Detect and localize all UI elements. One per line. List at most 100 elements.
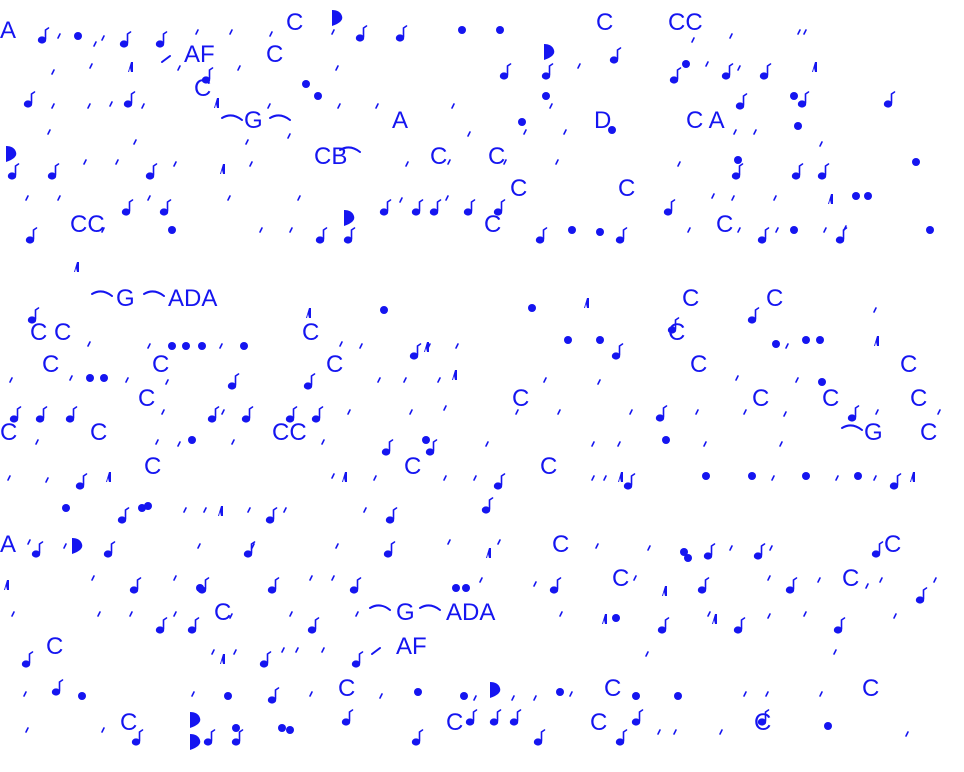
hook-glyph: [220, 654, 225, 664]
label-c: C: [716, 211, 733, 238]
note-stem: [622, 729, 628, 742]
note-stem: [194, 617, 200, 630]
note-stem: [250, 541, 256, 554]
note-stem: [824, 163, 830, 176]
note-glyph: [31, 541, 44, 558]
arrow-connectors: [91, 55, 863, 655]
tick-mark: [373, 475, 377, 481]
tick-mark: [227, 195, 231, 201]
note-stem: [896, 473, 902, 486]
note-stem: [34, 307, 40, 320]
note-glyph: [311, 406, 324, 423]
note-glyph: [303, 373, 316, 390]
tick-mark: [177, 441, 181, 447]
dot-glyph: [462, 584, 470, 592]
label-c: C: [604, 675, 621, 702]
tick-mark: [767, 575, 771, 581]
tick-mark: [803, 29, 807, 35]
tick-mark: [309, 691, 313, 697]
tick-mark: [555, 159, 559, 165]
note-stem: [470, 199, 476, 212]
tick-mark: [173, 161, 177, 167]
note-head: [535, 236, 545, 244]
dot-glyph: [632, 692, 640, 700]
label-c: C: [862, 675, 879, 702]
note-glyph: [241, 406, 254, 423]
tick-mark: [773, 195, 777, 201]
note-head: [533, 738, 543, 746]
tick-mark: [359, 343, 363, 349]
note-head: [303, 382, 313, 390]
note-stem: [804, 91, 810, 104]
tick-mark: [377, 377, 381, 383]
tick-mark: [591, 475, 595, 481]
note-glyph: [121, 199, 134, 216]
tick-mark: [447, 539, 451, 545]
note-glyph: [315, 227, 328, 244]
note-stem: [210, 729, 216, 742]
note-stem: [72, 406, 78, 419]
dot-glyph: [314, 92, 322, 100]
note-head: [259, 660, 269, 668]
note-stem: [500, 473, 506, 486]
note-stem: [418, 199, 424, 212]
note-stem: [710, 543, 716, 556]
note-glyph: [129, 577, 142, 594]
dot-glyph: [168, 226, 176, 234]
note-head: [267, 696, 277, 704]
label-c: C: [910, 385, 927, 412]
note-glyph: [9, 406, 22, 423]
note-glyph: [381, 439, 394, 456]
note-head: [509, 718, 519, 726]
tick-mark: [57, 33, 61, 39]
tick-mark: [819, 691, 823, 697]
tick-mark: [115, 159, 119, 165]
note-head: [121, 208, 131, 216]
note-glyph: [51, 679, 64, 696]
note-stem: [30, 91, 36, 104]
tick-mark: [479, 577, 483, 583]
label-c: C: [884, 531, 901, 558]
tick-mark: [101, 727, 105, 733]
note-stem: [792, 577, 798, 590]
note-head: [915, 596, 925, 604]
note-stem: [766, 63, 772, 76]
dot-glyph: [240, 342, 248, 350]
label-c: C: [752, 385, 769, 412]
tick-mark: [893, 613, 897, 619]
tick-mark: [677, 161, 681, 167]
tick-mark: [379, 693, 383, 699]
note-stem: [166, 199, 172, 212]
tick-mark: [771, 475, 775, 481]
dot-glyph: [748, 472, 756, 480]
tick-mark: [339, 341, 343, 347]
note-glyph: [351, 651, 364, 668]
dot-glyph: [232, 724, 240, 732]
tick-mark: [331, 29, 335, 35]
note-head: [493, 482, 503, 490]
tick-mark: [719, 729, 723, 735]
tick-mark: [737, 65, 741, 71]
note-stem: [386, 199, 392, 212]
dot-glyph: [790, 92, 798, 100]
label-c: C: [214, 599, 231, 626]
dot-glyph: [680, 548, 688, 556]
note-head: [883, 100, 893, 108]
note-glyphs: [7, 25, 928, 746]
arrow-shape: [221, 114, 243, 121]
label-c: C: [138, 385, 155, 412]
label-c: C: [766, 285, 783, 312]
note-head: [25, 236, 35, 244]
tick-mark: [563, 129, 567, 135]
note-glyph: [535, 227, 548, 244]
flag-glyph: [544, 44, 555, 60]
hook-glyph: [306, 308, 311, 318]
note-head: [669, 76, 679, 84]
label-a: A: [0, 17, 16, 44]
label-c: C: [822, 385, 839, 412]
label-c: C: [0, 419, 17, 446]
note-head: [7, 172, 17, 180]
note-head: [655, 414, 665, 422]
note-stem: [664, 617, 670, 630]
